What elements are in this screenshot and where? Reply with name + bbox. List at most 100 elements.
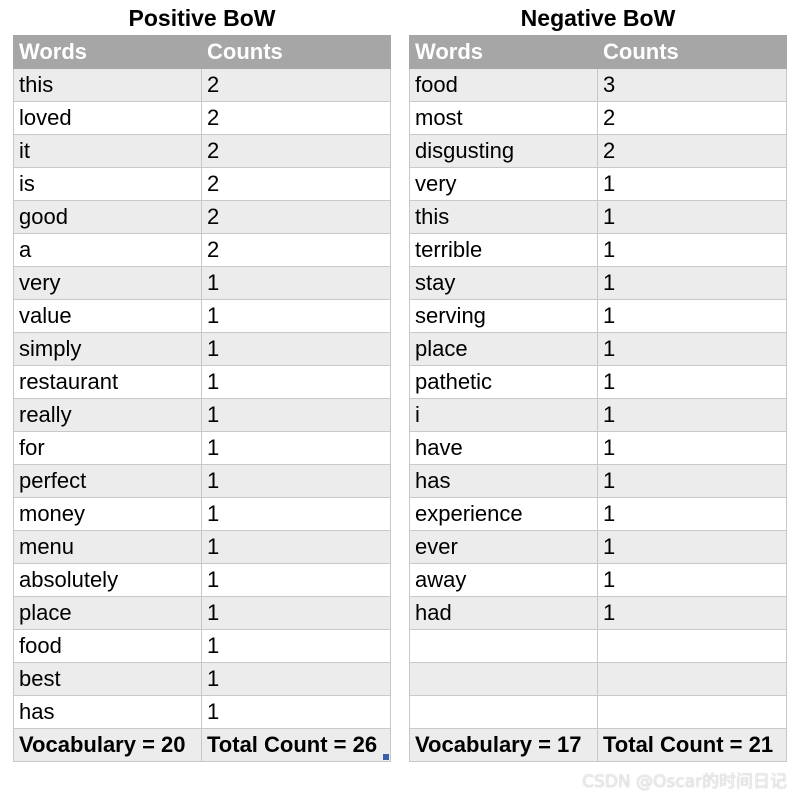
count-cell[interactable]: 1 (597, 233, 787, 267)
count-cell[interactable] (597, 629, 787, 663)
count-cell[interactable]: 1 (597, 431, 787, 465)
count-cell[interactable]: 2 (201, 233, 391, 267)
count-cell[interactable]: 1 (201, 563, 391, 597)
word-cell[interactable]: this (13, 68, 202, 102)
count-cell[interactable]: 1 (597, 530, 787, 564)
table-footer-row: Vocabulary = 17 Total Count = 21 (409, 728, 787, 762)
count-cell[interactable]: 2 (201, 68, 391, 102)
word-cell[interactable]: have (409, 431, 598, 465)
word-cell[interactable]: most (409, 101, 598, 135)
word-cell[interactable] (409, 629, 598, 663)
word-cell[interactable]: this (409, 200, 598, 234)
table-row: perfect 1 (13, 464, 391, 498)
word-cell[interactable]: stay (409, 266, 598, 300)
table-row (409, 629, 787, 663)
word-cell[interactable]: serving (409, 299, 598, 333)
word-cell[interactable]: money (13, 497, 202, 531)
count-cell[interactable]: 1 (201, 365, 391, 399)
word-cell[interactable]: perfect (13, 464, 202, 498)
count-cell[interactable]: 1 (597, 332, 787, 366)
count-cell[interactable]: 1 (201, 497, 391, 531)
word-cell[interactable]: best (13, 662, 202, 696)
table-row: away 1 (409, 563, 787, 597)
table-row: money 1 (13, 497, 391, 531)
word-cell[interactable]: experience (409, 497, 598, 531)
word-cell[interactable]: disgusting (409, 134, 598, 168)
word-cell[interactable]: very (409, 167, 598, 201)
word-cell[interactable] (409, 662, 598, 696)
word-cell[interactable] (409, 695, 598, 729)
word-cell[interactable]: for (13, 431, 202, 465)
word-cell[interactable]: restaurant (13, 365, 202, 399)
table-footer-row: Vocabulary = 20 Total Count = 26 (13, 728, 391, 762)
word-cell[interactable]: has (409, 464, 598, 498)
word-cell[interactable]: it (13, 134, 202, 168)
count-cell[interactable]: 1 (597, 596, 787, 630)
word-cell[interactable]: had (409, 596, 598, 630)
count-cell[interactable]: 1 (201, 530, 391, 564)
count-cell[interactable]: 2 (201, 200, 391, 234)
negative-bow-panel: Negative BoW Words Counts food 3 most 2 disg… (409, 0, 787, 762)
word-cell[interactable]: simply (13, 332, 202, 366)
table-row: stay 1 (409, 266, 787, 300)
table-row: absolutely 1 (13, 563, 391, 597)
count-cell[interactable]: 3 (597, 68, 787, 102)
count-cell[interactable]: 1 (201, 629, 391, 663)
word-cell[interactable]: food (409, 68, 598, 102)
word-cell[interactable]: i (409, 398, 598, 432)
word-cell[interactable]: a (13, 233, 202, 267)
count-cell[interactable]: 2 (201, 101, 391, 135)
count-cell[interactable]: 1 (201, 662, 391, 696)
count-cell[interactable]: 1 (597, 200, 787, 234)
count-cell[interactable] (597, 662, 787, 696)
word-cell[interactable]: really (13, 398, 202, 432)
count-cell[interactable]: 1 (597, 398, 787, 432)
count-cell[interactable]: 1 (597, 167, 787, 201)
count-cell[interactable]: 1 (201, 695, 391, 729)
word-cell[interactable]: menu (13, 530, 202, 564)
word-cell[interactable]: value (13, 299, 202, 333)
fill-handle-icon[interactable] (383, 754, 389, 760)
table-row: most 2 (409, 101, 787, 135)
table-row: really 1 (13, 398, 391, 432)
count-cell[interactable]: 2 (201, 167, 391, 201)
count-cell[interactable]: 1 (597, 299, 787, 333)
count-cell[interactable]: 1 (201, 431, 391, 465)
table-row (409, 662, 787, 696)
count-cell[interactable]: 1 (201, 596, 391, 630)
vocabulary-summary: Vocabulary = 17 (409, 728, 598, 762)
word-cell[interactable]: absolutely (13, 563, 202, 597)
word-cell[interactable]: good (13, 200, 202, 234)
word-cell[interactable]: ever (409, 530, 598, 564)
count-cell[interactable]: 1 (201, 299, 391, 333)
word-cell[interactable]: loved (13, 101, 202, 135)
count-cell[interactable]: 1 (597, 563, 787, 597)
word-cell[interactable]: pathetic (409, 365, 598, 399)
count-cell[interactable]: 1 (201, 332, 391, 366)
word-cell[interactable]: food (13, 629, 202, 663)
word-cell[interactable]: place (409, 332, 598, 366)
count-cell[interactable]: 1 (597, 464, 787, 498)
count-cell[interactable]: 2 (597, 134, 787, 168)
table-row: experience 1 (409, 497, 787, 531)
count-cell[interactable]: 1 (201, 266, 391, 300)
count-cell[interactable] (597, 695, 787, 729)
word-cell[interactable]: terrible (409, 233, 598, 267)
count-cell[interactable]: 1 (597, 266, 787, 300)
positive-bow-table: Words Counts this 2 loved 2 it 2 is 2 good 2 a 2 ver… (13, 35, 391, 762)
count-cell[interactable]: 1 (597, 365, 787, 399)
count-cell[interactable]: 1 (201, 464, 391, 498)
word-cell[interactable]: has (13, 695, 202, 729)
table-row: menu 1 (13, 530, 391, 564)
total-count-summary: Total Count = 21 (597, 728, 787, 762)
word-cell[interactable]: place (13, 596, 202, 630)
word-cell[interactable]: is (13, 167, 202, 201)
count-cell[interactable]: 2 (201, 134, 391, 168)
word-cell[interactable]: very (13, 266, 202, 300)
word-cell[interactable]: away (409, 563, 598, 597)
table-row: it 2 (13, 134, 391, 168)
count-cell[interactable]: 1 (597, 497, 787, 531)
count-cell[interactable]: 2 (597, 101, 787, 135)
count-cell[interactable]: 1 (201, 398, 391, 432)
